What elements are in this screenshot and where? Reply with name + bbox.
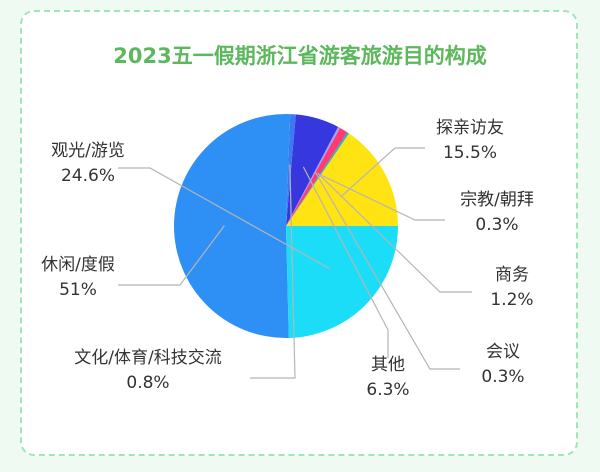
leader-line <box>118 167 331 270</box>
leader-line <box>340 147 425 198</box>
slice-value-label: 0.3% <box>481 367 524 387</box>
pie-slice <box>286 127 348 226</box>
pie-slice <box>173 114 291 339</box>
pie-slice <box>286 133 398 226</box>
slice-value-label: 24.6% <box>61 166 115 186</box>
leader-line <box>302 166 389 358</box>
slice-name-label: 会议 <box>486 342 520 362</box>
pie-slice <box>286 126 340 226</box>
slice-name-label: 宗教/朝拜 <box>460 190 534 210</box>
slice-name-label: 休闲/度假 <box>41 255 115 275</box>
slice-name-label: 观光/游览 <box>51 141 125 161</box>
slice-value-label: 51% <box>59 280 97 300</box>
leader-line <box>314 171 460 370</box>
leader-line <box>118 225 225 286</box>
leader-line <box>250 164 296 379</box>
pie-slice <box>286 226 398 338</box>
slice-value-label: 1.2% <box>490 290 533 310</box>
slice-value-label: 0.8% <box>126 373 169 393</box>
slice-name-label: 商务 <box>495 265 529 285</box>
slice-name-label: 文化/体育/科技交流 <box>74 348 221 368</box>
leader-line <box>317 172 472 293</box>
slice-value-label: 15.5% <box>443 143 497 163</box>
slice-name-label: 其他 <box>371 355 405 375</box>
slice-value-label: 0.3% <box>475 215 518 235</box>
leader-line <box>319 174 445 221</box>
slice-name-label: 探亲访友 <box>436 118 504 138</box>
pie-slice <box>286 114 339 226</box>
slice-value-label: 6.3% <box>366 380 409 400</box>
pie-slice <box>286 114 296 226</box>
pie-slice <box>286 132 349 226</box>
chart-title: 2023五一假期浙江省游客旅游目的构成 <box>113 44 487 68</box>
